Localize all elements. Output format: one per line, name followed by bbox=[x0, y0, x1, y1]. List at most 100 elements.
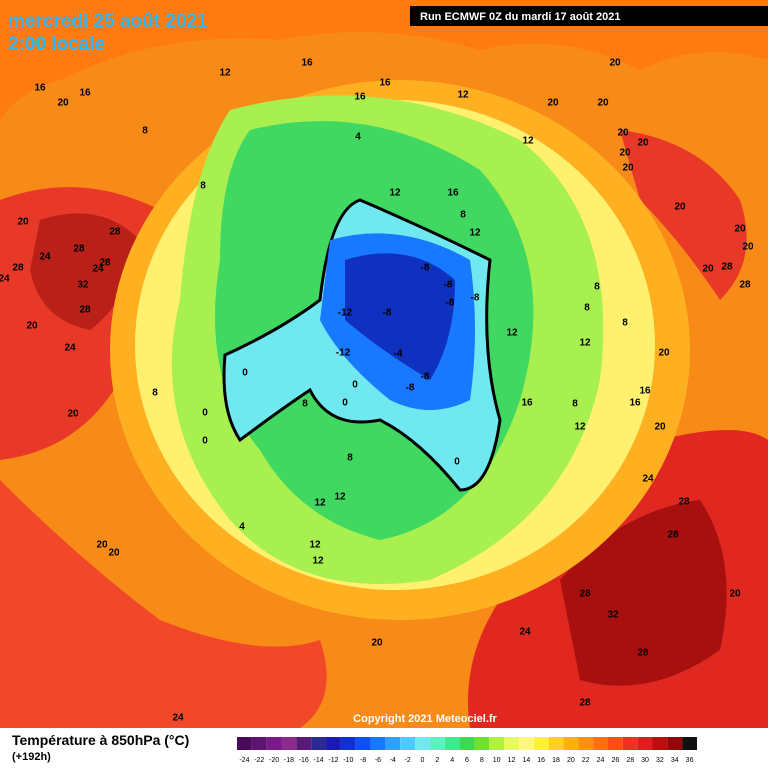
contour-label: 20 bbox=[619, 148, 631, 159]
contour-label: 8 bbox=[584, 303, 590, 314]
color-cell bbox=[518, 737, 534, 750]
colorbar-tick-label: 12 bbox=[508, 757, 516, 764]
colorbar-tick-label: 18 bbox=[552, 757, 560, 764]
contour-label: -8 bbox=[446, 298, 455, 309]
color-cell bbox=[474, 737, 490, 750]
contour-label: 20 bbox=[674, 202, 686, 213]
contour-label: 24 bbox=[519, 627, 531, 638]
color-cell bbox=[266, 737, 282, 750]
contour-label: 28 bbox=[678, 497, 690, 508]
contour-label: 12 bbox=[314, 498, 326, 509]
colorbar-tick-label: 0 bbox=[421, 757, 425, 764]
contour-label: 28 bbox=[12, 263, 24, 274]
color-cell bbox=[444, 737, 460, 750]
color-cell bbox=[548, 737, 564, 750]
colorbar-tick-label: 32 bbox=[656, 757, 664, 764]
colorbar-tick-label: -14 bbox=[314, 757, 324, 764]
contour-label: 8 bbox=[200, 181, 206, 192]
region-hot bbox=[560, 500, 727, 686]
contour-label: 8 bbox=[622, 318, 628, 329]
contour-label: 20 bbox=[734, 224, 746, 235]
contour-label: 12 bbox=[312, 556, 324, 567]
contour-label: 16 bbox=[354, 92, 366, 103]
contour-label: 0 bbox=[242, 368, 248, 379]
colorbar: -24 -22 -20 -18 -16 -14 -12 -10 -8 -6 -4 -2 0 2 4 6 8 10 1… bbox=[237, 737, 697, 764]
region-warm bbox=[620, 130, 747, 300]
contour-label: 28 bbox=[637, 648, 649, 659]
contour-label: 8 bbox=[302, 399, 308, 410]
contour-label: 16 bbox=[447, 188, 459, 199]
contour-label: 12 bbox=[574, 422, 586, 433]
contour-label: 28 bbox=[579, 589, 591, 600]
contour-label: 20 bbox=[597, 98, 609, 109]
region-warm bbox=[0, 480, 327, 728]
colorbar-tick-label: -18 bbox=[284, 757, 294, 764]
contour-label: 28 bbox=[79, 305, 91, 316]
contour-label: -12 bbox=[336, 348, 351, 359]
lead-time: (+192h) bbox=[12, 751, 51, 763]
region bbox=[0, 0, 768, 120]
colorbar-tick-label: 28 bbox=[626, 757, 634, 764]
contour-label: -8 bbox=[471, 293, 480, 304]
contour-label: -4 bbox=[394, 349, 403, 360]
contour-label: 24 bbox=[39, 252, 51, 263]
colorbar-tick-label: 8 bbox=[480, 757, 484, 764]
legend-title: Température à 850hPa (°C) bbox=[12, 732, 189, 748]
contour-label: 28 bbox=[721, 262, 733, 273]
color-cell bbox=[622, 737, 638, 750]
contour-label: 28 bbox=[739, 280, 751, 291]
contour-label: 4 bbox=[239, 522, 245, 533]
contour-label: -12 bbox=[338, 308, 353, 319]
colorbar-tick-label: 4 bbox=[450, 757, 454, 764]
contour-label: 16 bbox=[79, 88, 91, 99]
contour-label: 8 bbox=[460, 210, 466, 221]
contour-label: 20 bbox=[96, 540, 108, 551]
colorbar-tick-label: -10 bbox=[343, 757, 353, 764]
contour-label: 20 bbox=[729, 589, 741, 600]
color-cell bbox=[237, 737, 252, 750]
colorbar-tick-label: -2 bbox=[405, 757, 411, 764]
color-cell bbox=[607, 737, 623, 750]
contour-label: 12 bbox=[389, 188, 401, 199]
contour-label: 16 bbox=[301, 58, 313, 69]
contour-label: 12 bbox=[457, 90, 469, 101]
color-cell bbox=[563, 737, 579, 750]
color-cell bbox=[355, 737, 371, 750]
colorbar-tick-label: -22 bbox=[254, 757, 264, 764]
color-cell bbox=[429, 737, 445, 750]
contour-label: 28 bbox=[99, 258, 111, 269]
contour-label: 20 bbox=[67, 409, 79, 420]
colorbar-tick-label: 24 bbox=[597, 757, 605, 764]
contour-label: -8 bbox=[406, 383, 415, 394]
contour-label: 12 bbox=[219, 68, 231, 79]
contour-label: 12 bbox=[309, 540, 321, 551]
contour-label: 20 bbox=[622, 163, 634, 174]
contour-label: 12 bbox=[506, 328, 518, 339]
contour-label: 32 bbox=[77, 280, 89, 291]
contour-label: 24 bbox=[92, 264, 104, 275]
contour-label: 20 bbox=[702, 264, 714, 275]
contour-label: 0 bbox=[202, 436, 208, 447]
contour-label: 20 bbox=[17, 217, 29, 228]
contour-label: 8 bbox=[347, 453, 353, 464]
time: 2:00 locale bbox=[8, 34, 105, 55]
contour-label: 20 bbox=[742, 242, 754, 253]
contour-label: 0 bbox=[342, 398, 348, 409]
contour-label: 12 bbox=[522, 136, 534, 147]
contour-label: -8 bbox=[421, 263, 430, 274]
color-cell bbox=[296, 737, 312, 750]
contour-label: 32 bbox=[607, 610, 619, 621]
contour-label: 20 bbox=[637, 138, 649, 149]
contour-label: 8 bbox=[594, 282, 600, 293]
contour-label: 28 bbox=[109, 227, 121, 238]
contour-label: 16 bbox=[379, 78, 391, 89]
contour-label: 20 bbox=[547, 98, 559, 109]
colorbar-tick-label: -8 bbox=[360, 757, 366, 764]
contour-label: 20 bbox=[609, 58, 621, 69]
contour-label: 8 bbox=[152, 388, 158, 399]
contour-label: 16 bbox=[629, 398, 641, 409]
color-cell bbox=[637, 737, 653, 750]
color-cell bbox=[504, 737, 519, 750]
color-cell bbox=[400, 737, 416, 750]
colorbar-tick-label: -6 bbox=[375, 757, 381, 764]
